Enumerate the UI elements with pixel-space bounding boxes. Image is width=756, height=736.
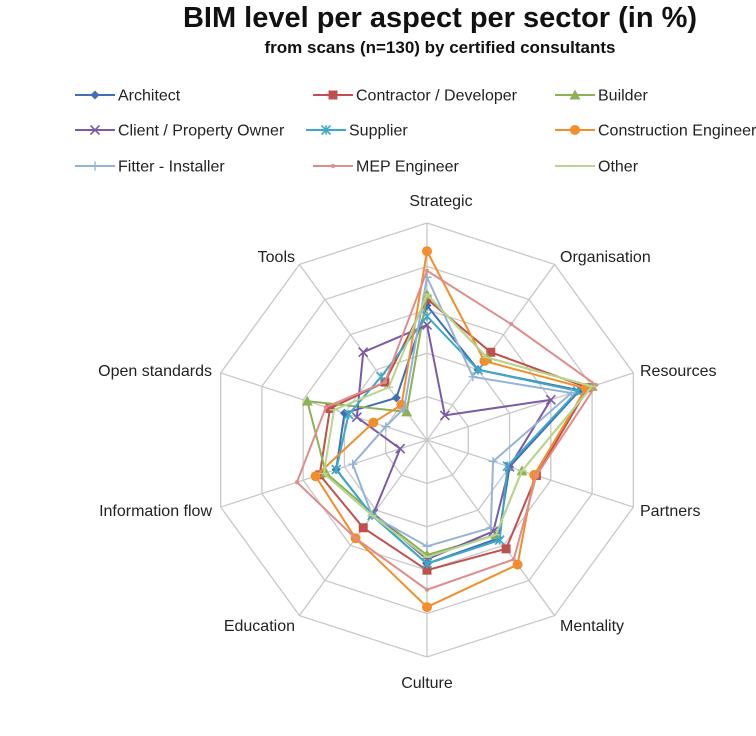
x-marker — [351, 412, 362, 423]
axis-label: Open standards — [98, 363, 212, 380]
x-marker — [439, 410, 450, 421]
dot-marker — [534, 473, 539, 478]
dot-marker — [425, 268, 429, 273]
x-marker — [89, 124, 101, 136]
dot-marker — [382, 380, 387, 385]
legend-label: Construction Engineer — [598, 123, 756, 140]
legend-item: Builder — [555, 88, 648, 105]
axis-label: Culture — [401, 675, 453, 692]
axis-label: Organisation — [560, 249, 651, 266]
series-line — [322, 292, 594, 559]
series-fitter-installer — [348, 272, 576, 551]
axis-label: Tools — [258, 249, 295, 266]
dot-marker — [323, 405, 328, 410]
x-marker — [395, 443, 406, 454]
plus-marker — [422, 541, 432, 551]
square-marker — [325, 403, 335, 413]
x-marker — [545, 394, 556, 405]
axis-label: Information flow — [99, 503, 212, 520]
axis-label: Resources — [640, 363, 716, 380]
legend-item: Architect — [75, 88, 181, 105]
triangle-marker — [301, 395, 313, 406]
plus-marker — [488, 456, 498, 466]
series-supplier — [331, 311, 583, 569]
legend-item: Other — [555, 159, 639, 176]
star-marker — [572, 385, 583, 397]
axis-line — [426, 372, 634, 441]
legend-label: Client / Property Owner — [118, 123, 285, 140]
chart-title: BIM level per aspect per sector (in %) — [182, 2, 698, 34]
diamond-marker — [391, 393, 401, 403]
dot-marker — [353, 536, 358, 541]
legend-label: Other — [598, 159, 639, 176]
dot-marker — [425, 587, 429, 592]
x-marker — [421, 319, 433, 331]
legend-item: Fitter - Installer — [75, 159, 225, 176]
chart-subtitle: from scans (n=130) by certified consulta… — [264, 38, 616, 57]
legend-label: Builder — [598, 88, 648, 105]
dot-marker — [509, 322, 514, 327]
square-marker — [501, 544, 511, 554]
square-marker — [358, 523, 368, 533]
circle-marker — [512, 559, 523, 570]
series-mep-engineer — [294, 268, 599, 592]
star-marker — [494, 535, 505, 546]
square-marker — [486, 347, 496, 357]
star-marker — [320, 124, 332, 136]
star-marker — [331, 464, 342, 475]
legend-label: Supplier — [349, 123, 408, 140]
triangle-marker — [569, 89, 581, 100]
circle-marker — [422, 602, 432, 613]
legend-item: Client / Property Owner — [75, 123, 285, 140]
dot-marker — [294, 480, 299, 485]
legend-item: Contractor / Developer — [313, 88, 518, 105]
star-marker — [421, 558, 433, 569]
star-marker — [421, 311, 433, 322]
axis-line — [220, 372, 428, 441]
legend-label: Architect — [118, 88, 181, 105]
plus-marker — [348, 459, 358, 469]
plus-marker — [566, 388, 576, 398]
series-other — [319, 292, 597, 559]
star-marker — [343, 409, 354, 420]
circle-marker — [570, 125, 580, 135]
legend-label: MEP Engineer — [356, 159, 460, 176]
plus-marker — [468, 372, 478, 382]
star-marker — [502, 461, 513, 472]
square-marker — [422, 565, 432, 575]
triangle-marker — [401, 406, 413, 417]
legend-label: Fitter - Installer — [118, 159, 225, 176]
square-marker — [328, 90, 338, 100]
plus-marker — [486, 523, 496, 533]
dot-marker — [331, 164, 335, 168]
x-marker — [358, 347, 369, 358]
axis-label: Strategic — [409, 193, 472, 210]
diamond-marker — [90, 90, 100, 100]
dot-marker — [511, 557, 516, 562]
plus-marker — [90, 161, 100, 171]
circle-marker — [310, 471, 321, 482]
legend-item: MEP Engineer — [313, 159, 460, 176]
axis-label: Mentality — [560, 618, 624, 635]
legend-item: Supplier — [306, 123, 408, 140]
plus-marker — [399, 403, 409, 413]
circle-marker — [422, 246, 432, 257]
star-marker — [472, 364, 484, 375]
legend-label: Contractor / Developer — [356, 88, 518, 105]
series-line — [335, 314, 580, 565]
series-architect — [331, 300, 585, 569]
legend-item: Construction Engineer — [555, 123, 756, 140]
series-construction-engineer — [310, 246, 591, 613]
plus-marker — [381, 422, 391, 432]
triangle-marker — [320, 467, 332, 478]
circle-marker — [368, 417, 379, 428]
axis-label: Partners — [640, 503, 700, 520]
axis-label: Education — [224, 618, 295, 635]
star-marker — [376, 371, 387, 382]
